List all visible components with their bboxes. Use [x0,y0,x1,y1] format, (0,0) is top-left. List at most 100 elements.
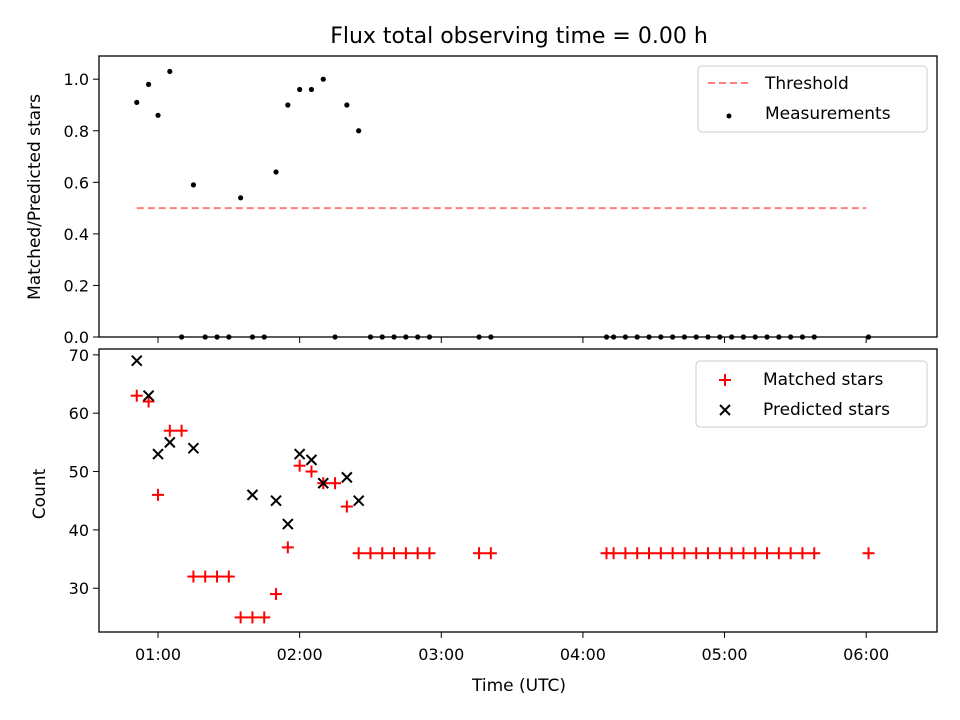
matched-star-point [222,570,235,583]
x-tick-label: 06:00 [843,645,889,664]
matched-star-point [187,570,200,583]
measurement-point [167,68,173,75]
matched-star-point [152,488,165,501]
predicted-star-point [341,471,353,484]
matched-star-point [364,547,377,560]
matched-star-point [376,547,389,560]
measurement-point [320,76,326,82]
matched-star-point [666,547,679,560]
legend-measurements-swatch [726,113,732,119]
matched-star-point [258,611,271,624]
x-tick-label: 05:00 [701,645,747,664]
matched-star-point [619,547,632,560]
matched-star-point [329,477,342,490]
measurement-point [356,128,362,134]
top-y-tick-label: 0.6 [64,173,89,192]
predicted-star-point [164,436,176,449]
predicted-star-point [305,454,318,466]
matched-star-point [484,547,497,560]
predicted-star-point [293,448,306,460]
predicted-star-point [142,389,155,402]
matched-star-point [340,500,353,513]
chart-title: Flux total observing time = 0.00 h [330,24,708,49]
bottom-y-tick-label: 70 [69,346,89,365]
measurement-point [297,86,303,93]
matched-star-point [473,547,486,560]
matched-star-point [270,588,283,601]
matched-star-point [234,611,247,624]
top-y-tick-label: 0.8 [64,122,89,141]
matched-star-point [702,547,715,560]
predicted-star-point [152,448,164,460]
matched-star-point [796,547,809,560]
matched-star-point [862,547,875,560]
legend-predicted-swatch [719,404,731,416]
matched-star-point [388,547,401,560]
measurement-point [308,86,315,93]
matched-star-point [713,547,726,560]
matched-star-point [737,547,750,560]
matched-star-point [305,465,318,478]
top-y-tick-label: 0.2 [64,276,89,295]
measurement-point [190,182,197,188]
predicted-star-point [131,354,143,367]
predicted-star-point [246,489,259,501]
matched-star-point [411,547,424,560]
legend-threshold-label: Threshold [764,74,849,94]
top-y-tick-label: 0.4 [64,225,89,244]
matched-star-point [423,547,436,560]
measurement-point [134,99,140,106]
measurement-point [273,169,279,175]
predicted-star-point [270,495,282,507]
matched-star-point [654,547,667,560]
matched-star-point [749,547,762,560]
matched-star-point [678,547,691,560]
matched-star-point [808,547,821,560]
matched-star-point [163,424,176,437]
matched-star-point [690,547,703,560]
predicted-star-point [282,518,294,530]
matched-star-point [725,547,738,560]
top-y-tick-label: 0.0 [64,328,89,347]
legend-predicted-label: Predicted stars [763,400,890,420]
measurement-point [285,102,291,108]
legend-matched-label: Matched stars [763,370,883,390]
matched-star-point [246,611,259,624]
bottom-y-tick-label: 40 [69,521,89,540]
predicted-star-point [317,477,329,489]
bottom-y-tick-label: 60 [69,404,89,423]
matched-star-point [352,547,365,560]
matched-star-point [607,547,620,560]
bottom-plot-frame [98,348,938,633]
matched-star-point [643,547,656,560]
measurement-point [145,81,152,87]
matched-star-point [784,547,797,560]
matched-star-point [293,459,306,472]
matched-star-point [175,424,188,437]
legend-measurements-label: Measurements [765,104,891,124]
top-y-axis-label: Matched/Predicted stars [25,94,45,300]
x-tick-label: 03:00 [418,645,464,664]
x-tick-label: 04:00 [560,645,606,664]
matched-star-point [199,570,212,583]
x-tick-label: 02:00 [277,645,323,664]
matched-star-point [772,547,785,560]
top-panel: 0.0 0.2 0.4 0.6 0.8 1.0 Matched/Predicted sta… [25,55,938,347]
bottom-panel: 30 40 50 60 70 01:00 02:00 03:00 04:00 05:00 06:00… [30,346,938,696]
matched-star-point [281,541,294,554]
measurement-point [155,112,161,118]
top-y-tick-label: 1.0 [64,70,89,89]
bottom-y-tick-label: 30 [69,579,89,598]
matched-star-point [761,547,774,560]
predicted-star-point [352,495,365,507]
x-axis-label: Time (UTC) [471,676,566,696]
bottom-y-tick-label: 50 [69,463,89,482]
matched-star-point [211,570,224,583]
matched-star-point [130,389,143,402]
measurement-point [344,102,350,108]
measurement-point [238,195,244,201]
bottom-legend: Matched stars Predicted stars [695,360,928,428]
predicted-star-point [187,442,200,454]
top-plot-frame [98,55,938,338]
